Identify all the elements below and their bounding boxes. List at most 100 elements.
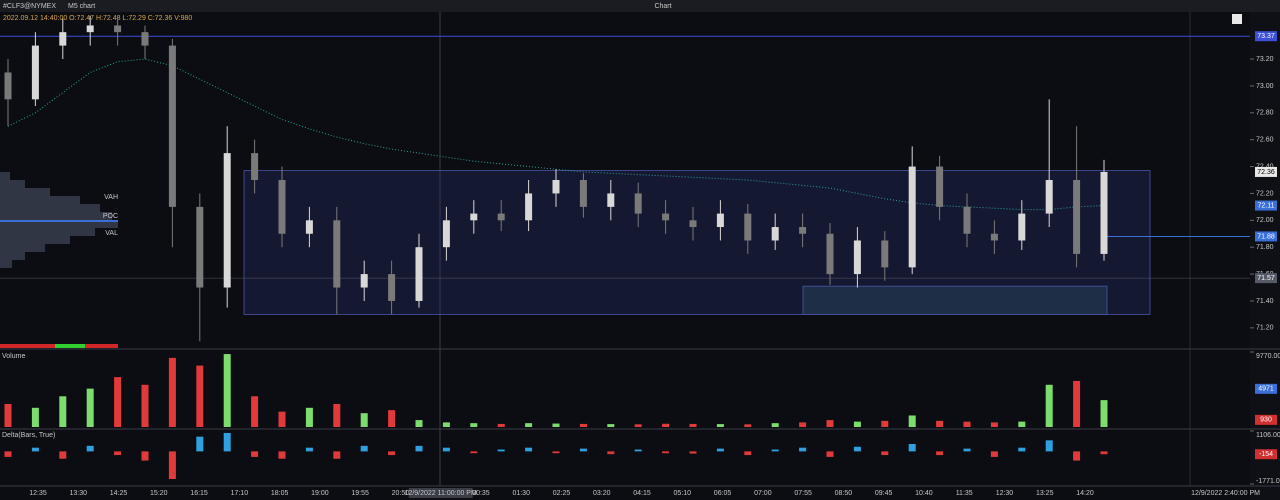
bar <box>1073 380 1081 427</box>
bar <box>908 415 916 427</box>
bar <box>990 422 998 427</box>
y-tick-label: 73.00 <box>1256 83 1274 90</box>
candle-body <box>196 206 204 288</box>
profile-label: VAH <box>104 194 118 201</box>
x-tick-label: 11:35 <box>956 490 973 497</box>
bar <box>415 420 423 427</box>
bar <box>853 421 861 427</box>
bar <box>305 447 313 452</box>
bar <box>141 384 149 427</box>
candle-body <box>1045 180 1053 214</box>
candle-body <box>470 213 478 221</box>
profile-bar <box>0 236 70 244</box>
candle-body <box>442 220 450 248</box>
timeframe[interactable]: M5 chart <box>68 3 95 10</box>
y-tick-label: 72.60 <box>1256 137 1274 144</box>
bar <box>744 424 752 427</box>
bar <box>1100 400 1108 427</box>
candle-body <box>223 153 231 288</box>
candle-body <box>990 233 998 241</box>
bar <box>525 423 533 427</box>
candle-body <box>86 25 94 33</box>
bar <box>634 449 642 452</box>
x-tick-label: 01:30 <box>512 490 530 497</box>
value-tag <box>1255 449 1277 460</box>
bar <box>196 436 204 452</box>
y-tick-label: 72.80 <box>1256 110 1274 117</box>
candle-body <box>31 45 39 100</box>
candle-body <box>497 213 505 221</box>
bar <box>881 420 889 427</box>
x-tick-label: 03:20 <box>593 490 611 497</box>
bar <box>579 448 587 452</box>
candle-body <box>1018 213 1026 241</box>
bar <box>86 445 94 452</box>
x-tick-label: 16:15 <box>190 490 208 497</box>
profile-bar <box>0 212 112 220</box>
profile-bar <box>0 204 100 212</box>
bar <box>196 365 204 427</box>
bar <box>59 451 67 459</box>
bar <box>305 407 313 427</box>
profile-bar <box>0 172 10 180</box>
bar <box>1045 384 1053 427</box>
level-tag <box>1255 200 1277 211</box>
candle-body <box>114 25 122 33</box>
candle-body <box>579 180 587 207</box>
bar <box>908 444 916 452</box>
y-tick-label: 71.80 <box>1256 244 1274 251</box>
bar <box>1073 451 1081 461</box>
ask-bar <box>85 344 118 348</box>
x-tick-label: 12:35 <box>29 490 47 497</box>
profile-label: POC <box>103 213 118 220</box>
candle-body <box>771 227 779 241</box>
candle-body <box>141 32 149 46</box>
ask-bar <box>55 344 85 348</box>
candle-body <box>908 166 916 268</box>
profile-bar <box>0 244 45 252</box>
candle-body <box>388 274 396 301</box>
profile-label: VAL <box>105 230 118 237</box>
x-tick-label: 17:10 <box>231 490 249 497</box>
scroll-button[interactable] <box>1232 14 1242 24</box>
bar <box>470 423 478 427</box>
bar <box>388 451 396 456</box>
time-cursor-tag <box>408 488 473 498</box>
x-tick-label: 07:55 <box>794 490 812 497</box>
y-tick-label: 71.40 <box>1256 298 1274 305</box>
candle-body <box>360 274 368 288</box>
candle-body <box>552 180 560 194</box>
candle-body <box>59 32 67 46</box>
x-tick-label: 07:00 <box>754 490 772 497</box>
bar <box>59 396 67 427</box>
symbol[interactable]: #CLF3@NYMEX <box>3 3 56 10</box>
candle-body <box>607 193 615 207</box>
candle-body <box>305 220 313 234</box>
bar <box>442 422 450 427</box>
bar <box>716 424 724 427</box>
bar <box>141 451 149 461</box>
bar <box>360 413 368 427</box>
bar <box>278 451 286 459</box>
zone-box <box>802 285 1108 315</box>
bar <box>278 411 286 427</box>
toolbar <box>0 0 1280 12</box>
candle-body <box>4 72 12 100</box>
x-tick-label: 19:00 <box>311 490 329 497</box>
bar <box>579 423 587 427</box>
bar <box>963 448 971 452</box>
bar <box>963 421 971 427</box>
candle-body <box>525 193 533 221</box>
bar <box>552 451 560 454</box>
x-tick-label: 14:25 <box>110 490 128 497</box>
bar <box>853 446 861 452</box>
level-tag <box>1255 31 1277 42</box>
bar <box>251 396 259 427</box>
x-tick-label: 09:45 <box>875 490 893 497</box>
bar <box>634 424 642 427</box>
profile-bar <box>0 260 12 268</box>
x-tick-label: 06:05 <box>714 490 732 497</box>
value-label: -154 <box>1259 451 1273 458</box>
bar <box>662 451 670 454</box>
